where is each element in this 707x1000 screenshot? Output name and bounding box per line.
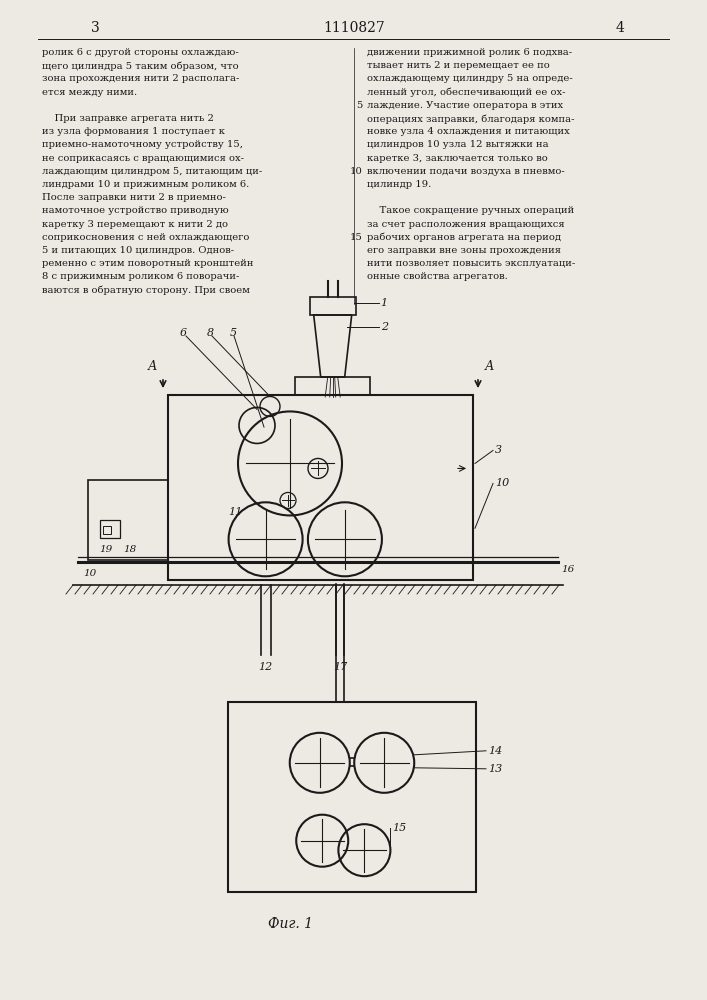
Text: не соприкасаясь с вращающимися ох-: не соприкасаясь с вращающимися ох-: [42, 154, 244, 163]
Bar: [296, 377, 370, 395]
Text: 6: 6: [180, 328, 187, 338]
Text: ременно с этим поворотный кронштейн: ременно с этим поворотный кронштейн: [42, 259, 254, 268]
Text: 16: 16: [561, 566, 574, 574]
Text: После заправки нити 2 в приемно-: После заправки нити 2 в приемно-: [42, 193, 226, 202]
Bar: [88, 480, 168, 560]
Text: охлаждающему цилиндру 5 на опреде-: охлаждающему цилиндру 5 на опреде-: [367, 74, 573, 83]
Text: При заправке агрегата нить 2: При заправке агрегата нить 2: [42, 114, 214, 123]
Text: тывает нить 2 и перемещает ее по: тывает нить 2 и перемещает ее по: [367, 61, 550, 70]
Text: ролик 6 с другой стороны охлаждаю-: ролик 6 с другой стороны охлаждаю-: [42, 48, 239, 57]
Text: 5 и питающих 10 цилиндров. Однов-: 5 и питающих 10 цилиндров. Однов-: [42, 246, 234, 255]
Text: приемно-намоточному устройству 15,: приемно-намоточному устройству 15,: [42, 140, 243, 149]
Text: лаждающим цилиндром 5, питающим ци-: лаждающим цилиндром 5, питающим ци-: [42, 167, 262, 176]
Text: 5: 5: [356, 101, 363, 110]
Text: 8 с прижимным роликом 6 поворачи-: 8 с прижимным роликом 6 поворачи-: [42, 272, 240, 281]
Text: 19: 19: [100, 546, 112, 554]
Bar: [168, 395, 473, 580]
Text: щего цилиндра 5 таким образом, что: щего цилиндра 5 таким образом, что: [42, 61, 239, 71]
Text: 15: 15: [350, 233, 363, 242]
Text: 13: 13: [488, 764, 502, 774]
Text: намоточное устройство приводную: намоточное устройство приводную: [42, 206, 229, 215]
Text: операциях заправки, благодаря компа-: операциях заправки, благодаря компа-: [367, 114, 575, 123]
Text: линдрами 10 и прижимным роликом 6.: линдрами 10 и прижимным роликом 6.: [42, 180, 250, 189]
Text: 15: 15: [392, 823, 407, 833]
Bar: [228, 702, 476, 892]
Text: за счет расположения вращающихся: за счет расположения вращающихся: [367, 220, 565, 229]
Text: его заправки вне зоны прохождения: его заправки вне зоны прохождения: [367, 246, 561, 255]
Text: 4: 4: [616, 21, 624, 35]
Bar: [100, 520, 120, 538]
Text: каретке 3, заключается только во: каретке 3, заключается только во: [367, 154, 548, 163]
Text: 10: 10: [83, 570, 96, 578]
Text: 8: 8: [206, 328, 214, 338]
Bar: [310, 297, 356, 315]
Text: 10: 10: [495, 478, 509, 488]
Bar: [103, 526, 111, 534]
Text: 3: 3: [90, 21, 100, 35]
Text: движении прижимной ролик 6 подхва-: движении прижимной ролик 6 подхва-: [367, 48, 572, 57]
Text: ленный угол, обеспечивающий ее ох-: ленный угол, обеспечивающий ее ох-: [367, 88, 566, 97]
Text: 17: 17: [333, 662, 347, 672]
Text: 12: 12: [259, 662, 273, 672]
Text: 1110827: 1110827: [323, 21, 385, 35]
Text: зона прохождения нити 2 располага-: зона прохождения нити 2 располага-: [42, 74, 240, 83]
Text: онные свойства агрегатов.: онные свойства агрегатов.: [367, 272, 508, 281]
Text: А: А: [484, 360, 493, 373]
Text: из узла формования 1 поступает к: из узла формования 1 поступает к: [42, 127, 225, 136]
Text: включении подачи воздуха в пневмо-: включении подачи воздуха в пневмо-: [367, 167, 565, 176]
Text: 3: 3: [495, 445, 502, 455]
Text: А: А: [147, 360, 157, 373]
Text: ваются в обратную сторону. При своем: ваются в обратную сторону. При своем: [42, 286, 250, 295]
Text: 11: 11: [228, 507, 243, 517]
Text: каретку 3 перемещают к нити 2 до: каретку 3 перемещают к нити 2 до: [42, 220, 228, 229]
Text: 14: 14: [488, 746, 502, 756]
Text: лаждение. Участие оператора в этих: лаждение. Участие оператора в этих: [367, 101, 563, 110]
Text: цилиндр 19.: цилиндр 19.: [367, 180, 431, 189]
Text: рабочих органов агрегата на период: рабочих органов агрегата на период: [367, 233, 561, 242]
Text: новке узла 4 охлаждения и питающих: новке узла 4 охлаждения и питающих: [367, 127, 570, 136]
Text: 5: 5: [230, 328, 237, 338]
Text: 18: 18: [124, 546, 136, 554]
Text: 1: 1: [380, 298, 388, 308]
Text: нити позволяет повысить эксплуатаци-: нити позволяет повысить эксплуатаци-: [367, 259, 575, 268]
Text: цилиндров 10 узла 12 вытяжки на: цилиндров 10 узла 12 вытяжки на: [367, 140, 549, 149]
Text: 10: 10: [350, 167, 363, 176]
Text: Такое сокращение ручных операций: Такое сокращение ручных операций: [367, 206, 574, 215]
Text: 2: 2: [380, 322, 388, 332]
Text: соприкосновения с ней охлаждающего: соприкосновения с ней охлаждающего: [42, 233, 250, 242]
Text: ется между ними.: ется между ними.: [42, 88, 137, 97]
Text: Фиг. 1: Фиг. 1: [267, 917, 312, 931]
